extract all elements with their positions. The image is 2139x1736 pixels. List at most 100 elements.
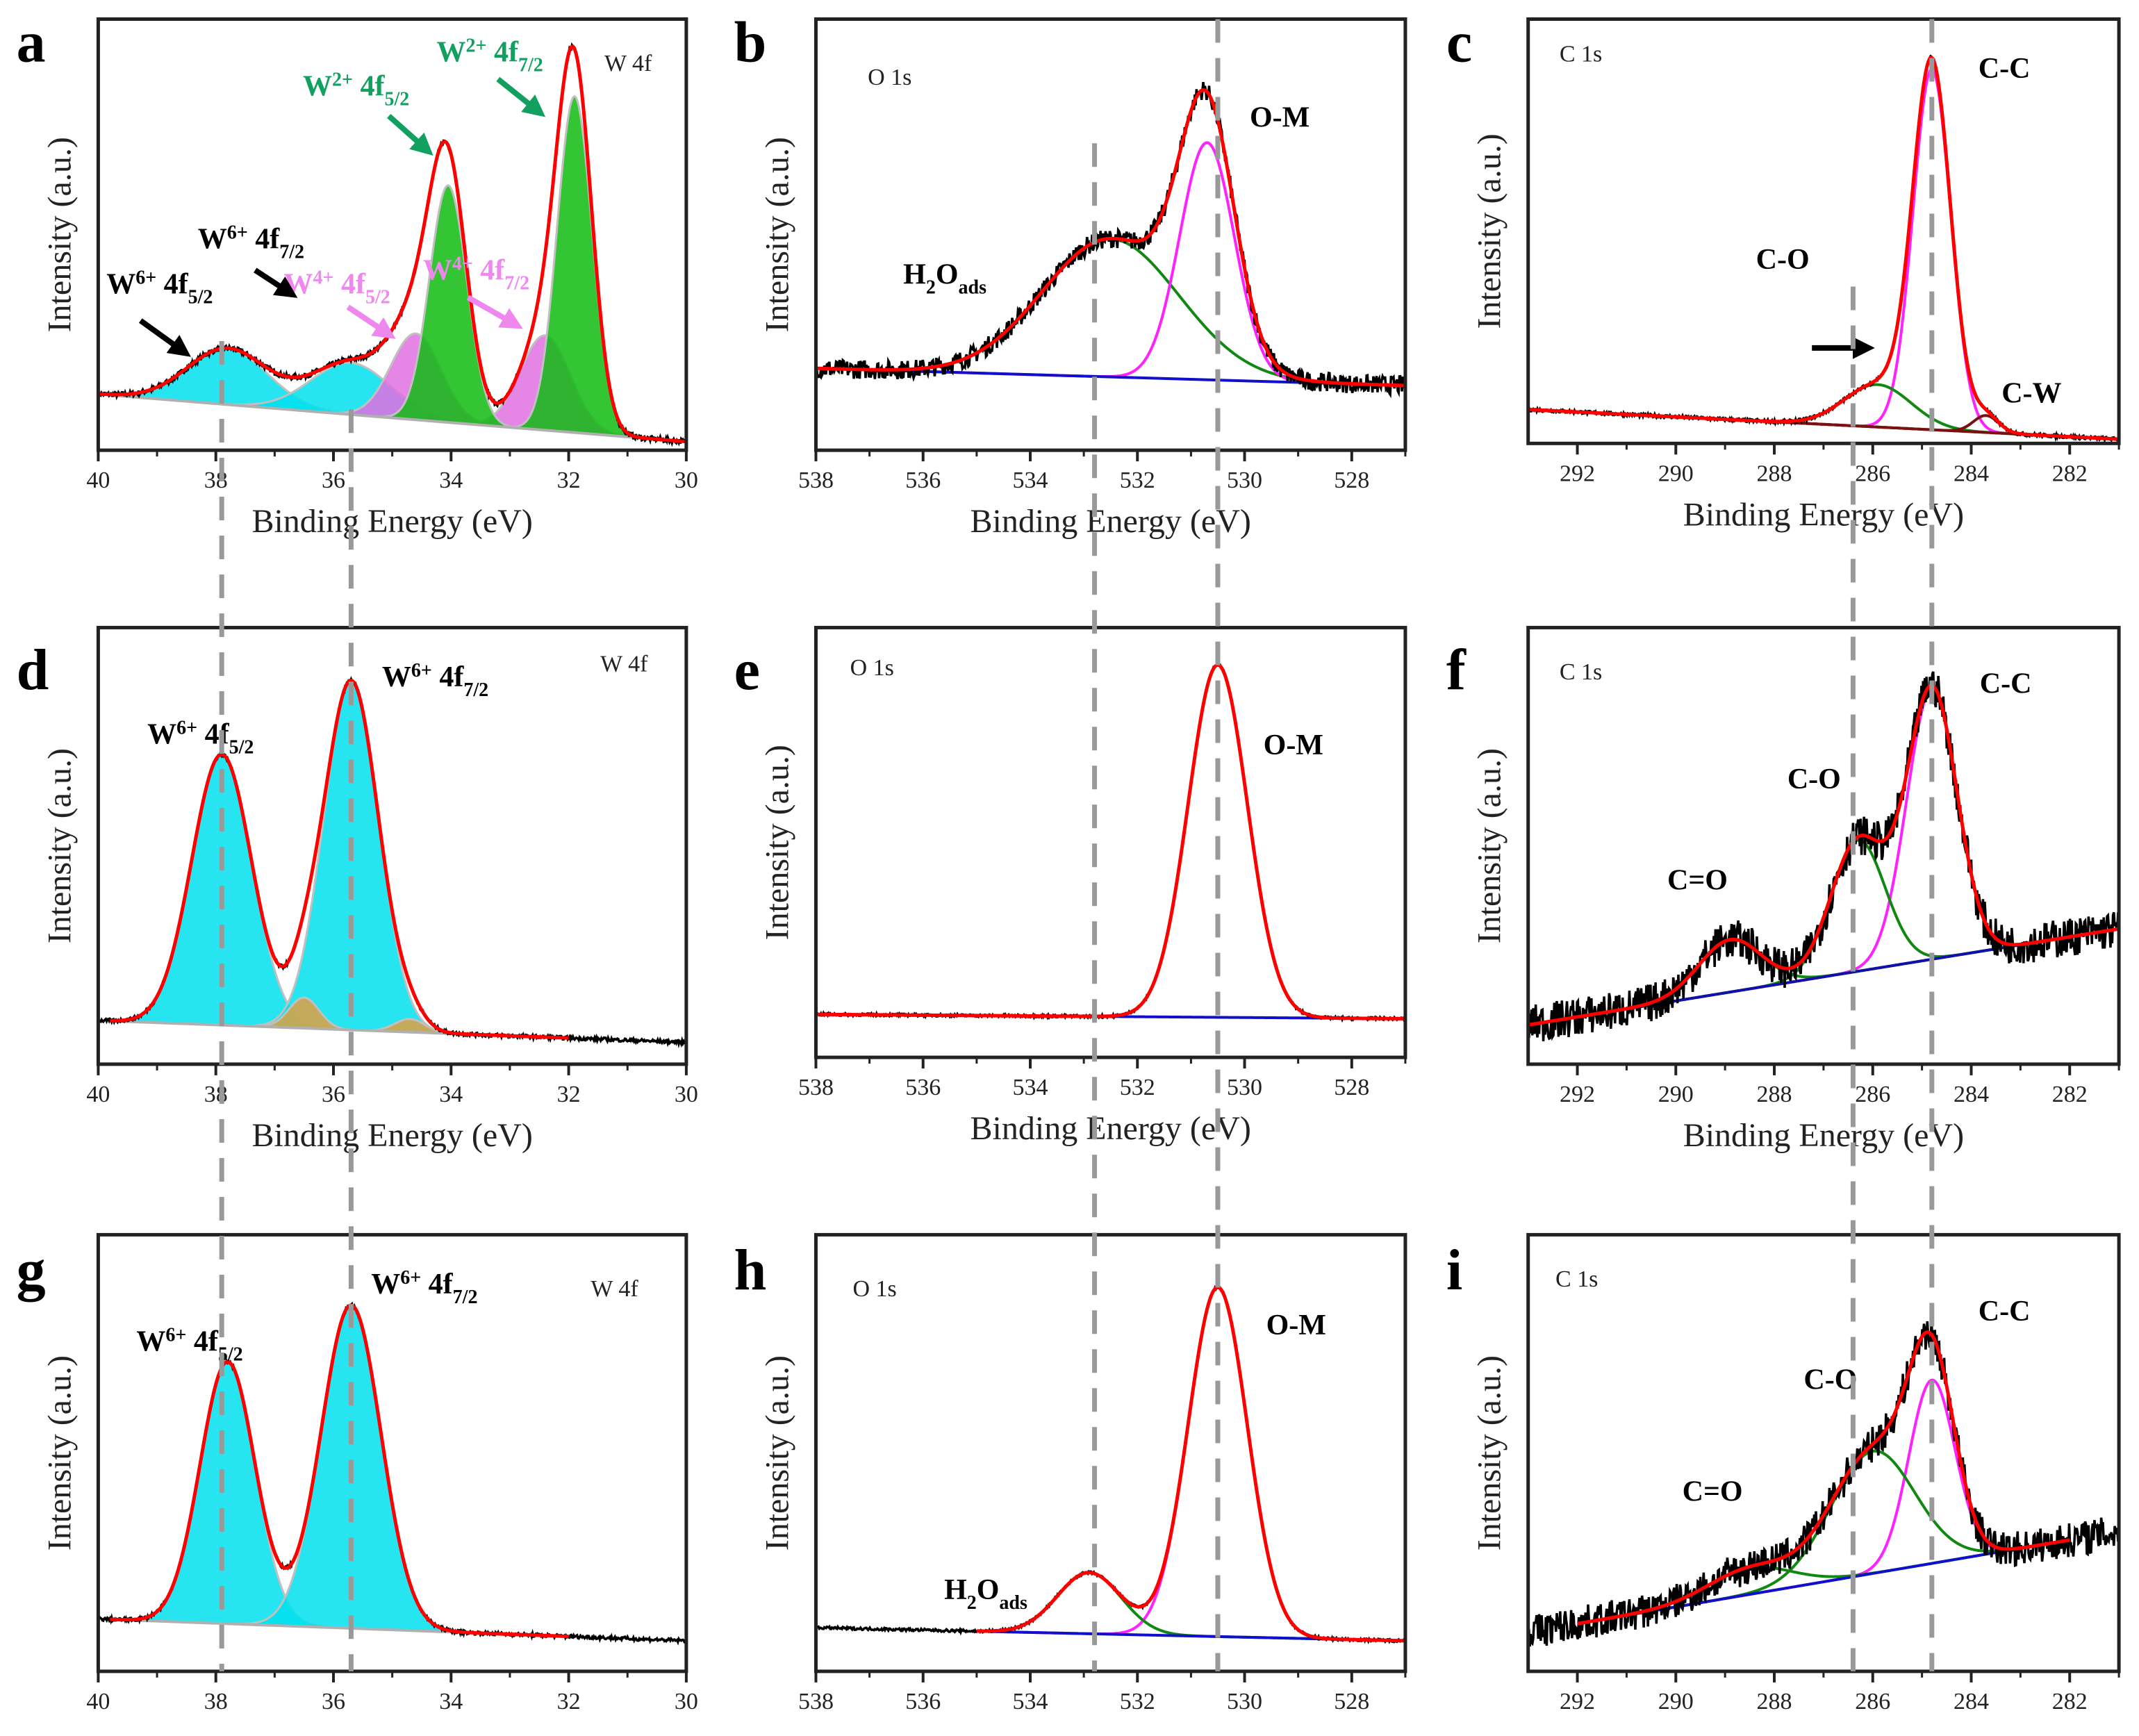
x-tick-label: 34: [439, 1689, 463, 1714]
x-tick-label: 534: [1012, 1075, 1048, 1100]
x-tick-label: 538: [798, 468, 834, 493]
x-tick-label: 40: [86, 1689, 110, 1714]
x-tick-label: 290: [1658, 1082, 1694, 1107]
x-tick-label: 30: [675, 468, 698, 493]
peak-annotation: W6+ 4f7/2: [382, 660, 488, 701]
arrow-icon: [138, 318, 191, 357]
y-axis-label: Intensity (a.u.): [1471, 748, 1508, 943]
annotation-part: 6+: [165, 1324, 186, 1346]
spectrum-region-label: W 4f: [600, 651, 648, 677]
annotation-part: C-O: [1787, 763, 1841, 795]
annotation-part: W: [106, 268, 135, 300]
peak-annotation: W6+ 4f7/2: [198, 222, 304, 263]
plot-area: [98, 42, 686, 447]
reference-dashed-lines: [219, 19, 1935, 1671]
x-tick-label: 538: [798, 1689, 834, 1714]
annotation-part: 2: [926, 277, 936, 299]
annotation-part: C-O: [1756, 244, 1810, 276]
peak-h2oads: [976, 1571, 1405, 1642]
x-tick-label: 284: [1954, 461, 1989, 486]
panel-c: 292 290 288 286 284 282 Binding Energy (eV) Int…: [1446, 10, 2121, 533]
x-tick-label: 40: [86, 1082, 110, 1107]
x-tick-label: 532: [1120, 1075, 1155, 1100]
x-tick-label: 282: [2052, 1082, 2088, 1107]
arrow-icon: [466, 295, 523, 329]
plot-area: [816, 82, 1405, 399]
plot-frame: [1526, 625, 2121, 1066]
x-tick-label: 532: [1120, 1689, 1155, 1714]
peak-annotation: C-O: [1787, 763, 1841, 795]
peak-annotation: W2+ 4f5/2: [303, 69, 409, 110]
annotation-part: W: [284, 268, 313, 300]
annotation-part: 4f: [197, 718, 230, 750]
y-axis-label: Intensity (a.u.): [1471, 1355, 1508, 1551]
annotation-part: O-M: [1266, 1309, 1326, 1341]
x-tick-label: 30: [675, 1689, 698, 1714]
plot-area: [1528, 671, 2120, 1041]
annotation-part: 7/2: [518, 54, 543, 76]
x-axis-label: Binding Energy (eV): [251, 503, 532, 540]
x-tick-label: 538: [798, 1075, 834, 1100]
x-axis-label: Binding Energy (eV): [251, 1117, 532, 1154]
plot-area: [98, 1301, 686, 1646]
x-tick-label: 284: [1954, 1689, 1989, 1714]
annotation-part: 7/2: [279, 241, 304, 263]
x-tick-label: 530: [1227, 1075, 1262, 1100]
panel-letter: e: [734, 638, 760, 702]
annotation-part: 6+: [227, 222, 248, 243]
annotation-part: H: [903, 259, 926, 291]
x-tick-label: 32: [557, 468, 581, 493]
annotation-part: W: [423, 255, 452, 287]
x-tick-label: 34: [439, 1082, 463, 1107]
annotation-part: 5/2: [384, 88, 409, 110]
spectrum-region-label: W 4f: [591, 1276, 638, 1302]
x-tick-label: 292: [1560, 1082, 1595, 1107]
x-tick-label: 536: [905, 468, 941, 493]
peak-annotation: C-C: [1980, 668, 2032, 700]
x-tick-label: 288: [1757, 1689, 1792, 1714]
annotation-part: 4f: [248, 223, 281, 255]
x-tick-label: 530: [1227, 468, 1262, 493]
annotation-part: W: [371, 1268, 400, 1300]
annotation-part: W: [147, 718, 176, 750]
fit-envelope: [1528, 683, 2120, 1027]
annotation-part: O-M: [1264, 729, 1323, 761]
peak-annotation: W6+ 4f5/2: [136, 1324, 242, 1365]
spectrum-region-label: C 1s: [1560, 41, 1602, 67]
peak-annotation: W2+ 4f7/2: [436, 35, 543, 76]
y-axis-label: Intensity (a.u.): [759, 137, 795, 332]
annotation-part: 4+: [313, 267, 334, 288]
peak-annotation: W6+ 4f7/2: [371, 1267, 477, 1308]
y-axis-label: Intensity (a.u.): [41, 137, 78, 332]
annotation-part: 2: [967, 1592, 977, 1614]
spectrum-region-label: C 1s: [1560, 659, 1602, 685]
annotation-part: 7/2: [504, 273, 529, 295]
background-line: [98, 392, 686, 443]
panel-h: 538 536 534 532 530 528 Intensity (a.u.) h O 1s O…: [734, 1232, 1407, 1714]
annotation-part: ads: [999, 1592, 1027, 1614]
peak-annotation: C-O: [1803, 1364, 1857, 1396]
plot-frame: [814, 17, 1407, 452]
raw-spectrum: [1528, 671, 2120, 1041]
spectrum-region-label: W 4f: [604, 51, 652, 76]
plot-frame: [96, 625, 688, 1066]
plot-area: [1528, 1317, 2120, 1647]
x-axis-label: Binding Energy (eV): [1683, 1117, 1964, 1154]
x-tick-label: 292: [1560, 1689, 1595, 1714]
x-tick-label: 292: [1560, 461, 1595, 486]
x-tick-label: 30: [675, 1082, 698, 1107]
peak-annotation: C-C: [1979, 1296, 2031, 1328]
panel-letter: b: [734, 10, 767, 74]
x-tick-label: 286: [1855, 461, 1890, 486]
peak-annotation: O-M: [1250, 102, 1310, 134]
annotation-part: ads: [959, 277, 987, 299]
annotation-part: 4f: [486, 36, 519, 68]
y-axis-label: Intensity (a.u.): [41, 748, 78, 943]
raw-spectrum: [816, 661, 1405, 1023]
x-tick-label: 32: [557, 1082, 581, 1107]
x-tick-label: 532: [1120, 468, 1155, 493]
spectrum-region-label: O 1s: [868, 65, 911, 90]
panel-letter: f: [1446, 638, 1467, 702]
